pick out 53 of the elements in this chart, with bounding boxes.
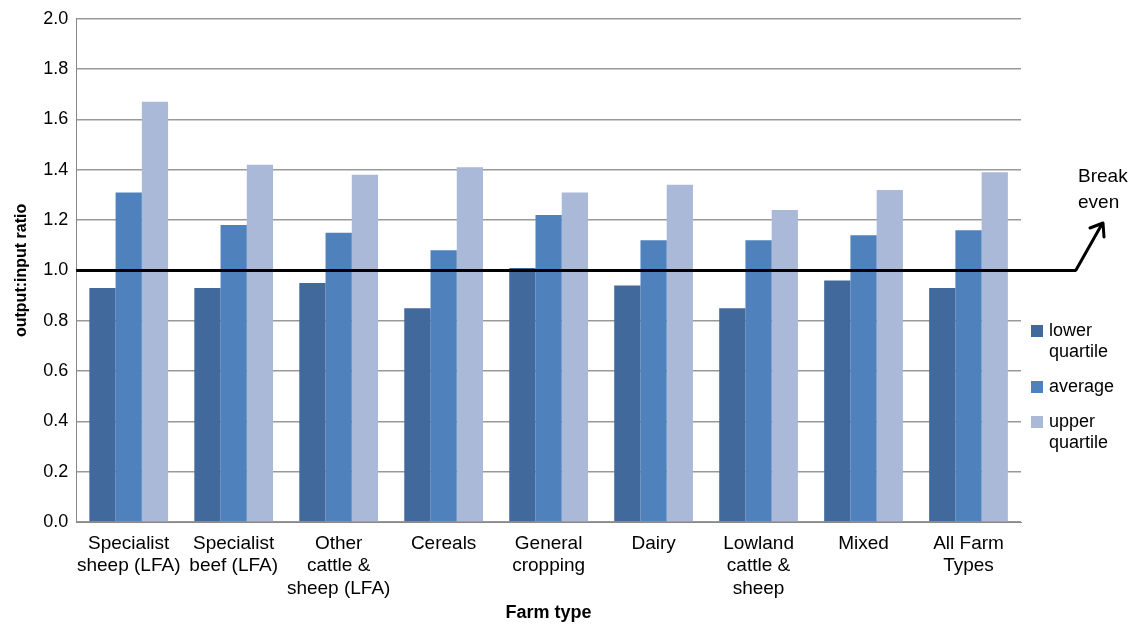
- x-tick-label: Cereals: [410, 531, 477, 553]
- y-tick-label: 0.0: [43, 510, 69, 531]
- bar: [771, 210, 798, 522]
- bar: [850, 235, 877, 522]
- x-tick-label: All Farm Types: [933, 531, 1004, 576]
- bar: [404, 308, 431, 522]
- y-tick-label: 1.8: [43, 58, 69, 79]
- bar: [351, 174, 379, 522]
- y-tick-label: 1.0: [43, 259, 69, 280]
- x-tick-label: Other cattle & sheep (LFA): [286, 531, 391, 599]
- bar: [955, 230, 982, 522]
- y-axis-title: output:input ratio: [12, 203, 30, 338]
- bar: [89, 288, 116, 522]
- x-tick-label: General cropping: [512, 531, 586, 576]
- ref-line-label: Break even: [1078, 164, 1129, 215]
- legend-label: lower quartile: [1049, 320, 1110, 363]
- bar: [666, 184, 693, 522]
- x-tick-label: Mixed: [838, 531, 889, 553]
- bar: [535, 215, 562, 522]
- bar: [561, 192, 588, 522]
- y-tick-label: 0.6: [43, 360, 69, 381]
- bar: [614, 285, 641, 522]
- bar: [194, 288, 221, 522]
- y-tick-label: 0.2: [43, 460, 69, 481]
- bar: [876, 189, 903, 522]
- bar: [745, 240, 772, 522]
- bar: [719, 308, 746, 522]
- bar: [115, 192, 142, 522]
- bar: [824, 280, 851, 522]
- bar: [246, 164, 274, 522]
- bar: [981, 172, 1008, 522]
- y-tick-label: 1.4: [43, 158, 69, 179]
- y-tick-label: 0.8: [43, 309, 69, 330]
- bar: [456, 167, 483, 522]
- x-tick-label: Specialist beef (LFA): [189, 531, 279, 576]
- bar: [141, 101, 169, 522]
- bar: [509, 267, 536, 522]
- bar: [640, 240, 667, 522]
- bar: [220, 225, 247, 522]
- y-tick-label: 1.6: [43, 108, 69, 129]
- x-tick-label: Lowland cattle & sheep: [723, 531, 794, 599]
- bar: [299, 282, 326, 522]
- y-tick-label: 1.2: [43, 209, 69, 230]
- x-axis-title: Farm type: [505, 602, 592, 623]
- bar: [325, 232, 352, 522]
- y-tick-label: 0.4: [43, 410, 69, 431]
- y-tick-label: 2.0: [43, 7, 69, 28]
- legend-label: upper quartile: [1049, 411, 1110, 454]
- bar: [929, 288, 956, 522]
- x-tick-label: Dairy: [631, 531, 677, 553]
- bar: [430, 250, 457, 522]
- legend-label: average: [1049, 376, 1115, 398]
- x-tick-label: Specialist sheep (LFA): [76, 531, 181, 576]
